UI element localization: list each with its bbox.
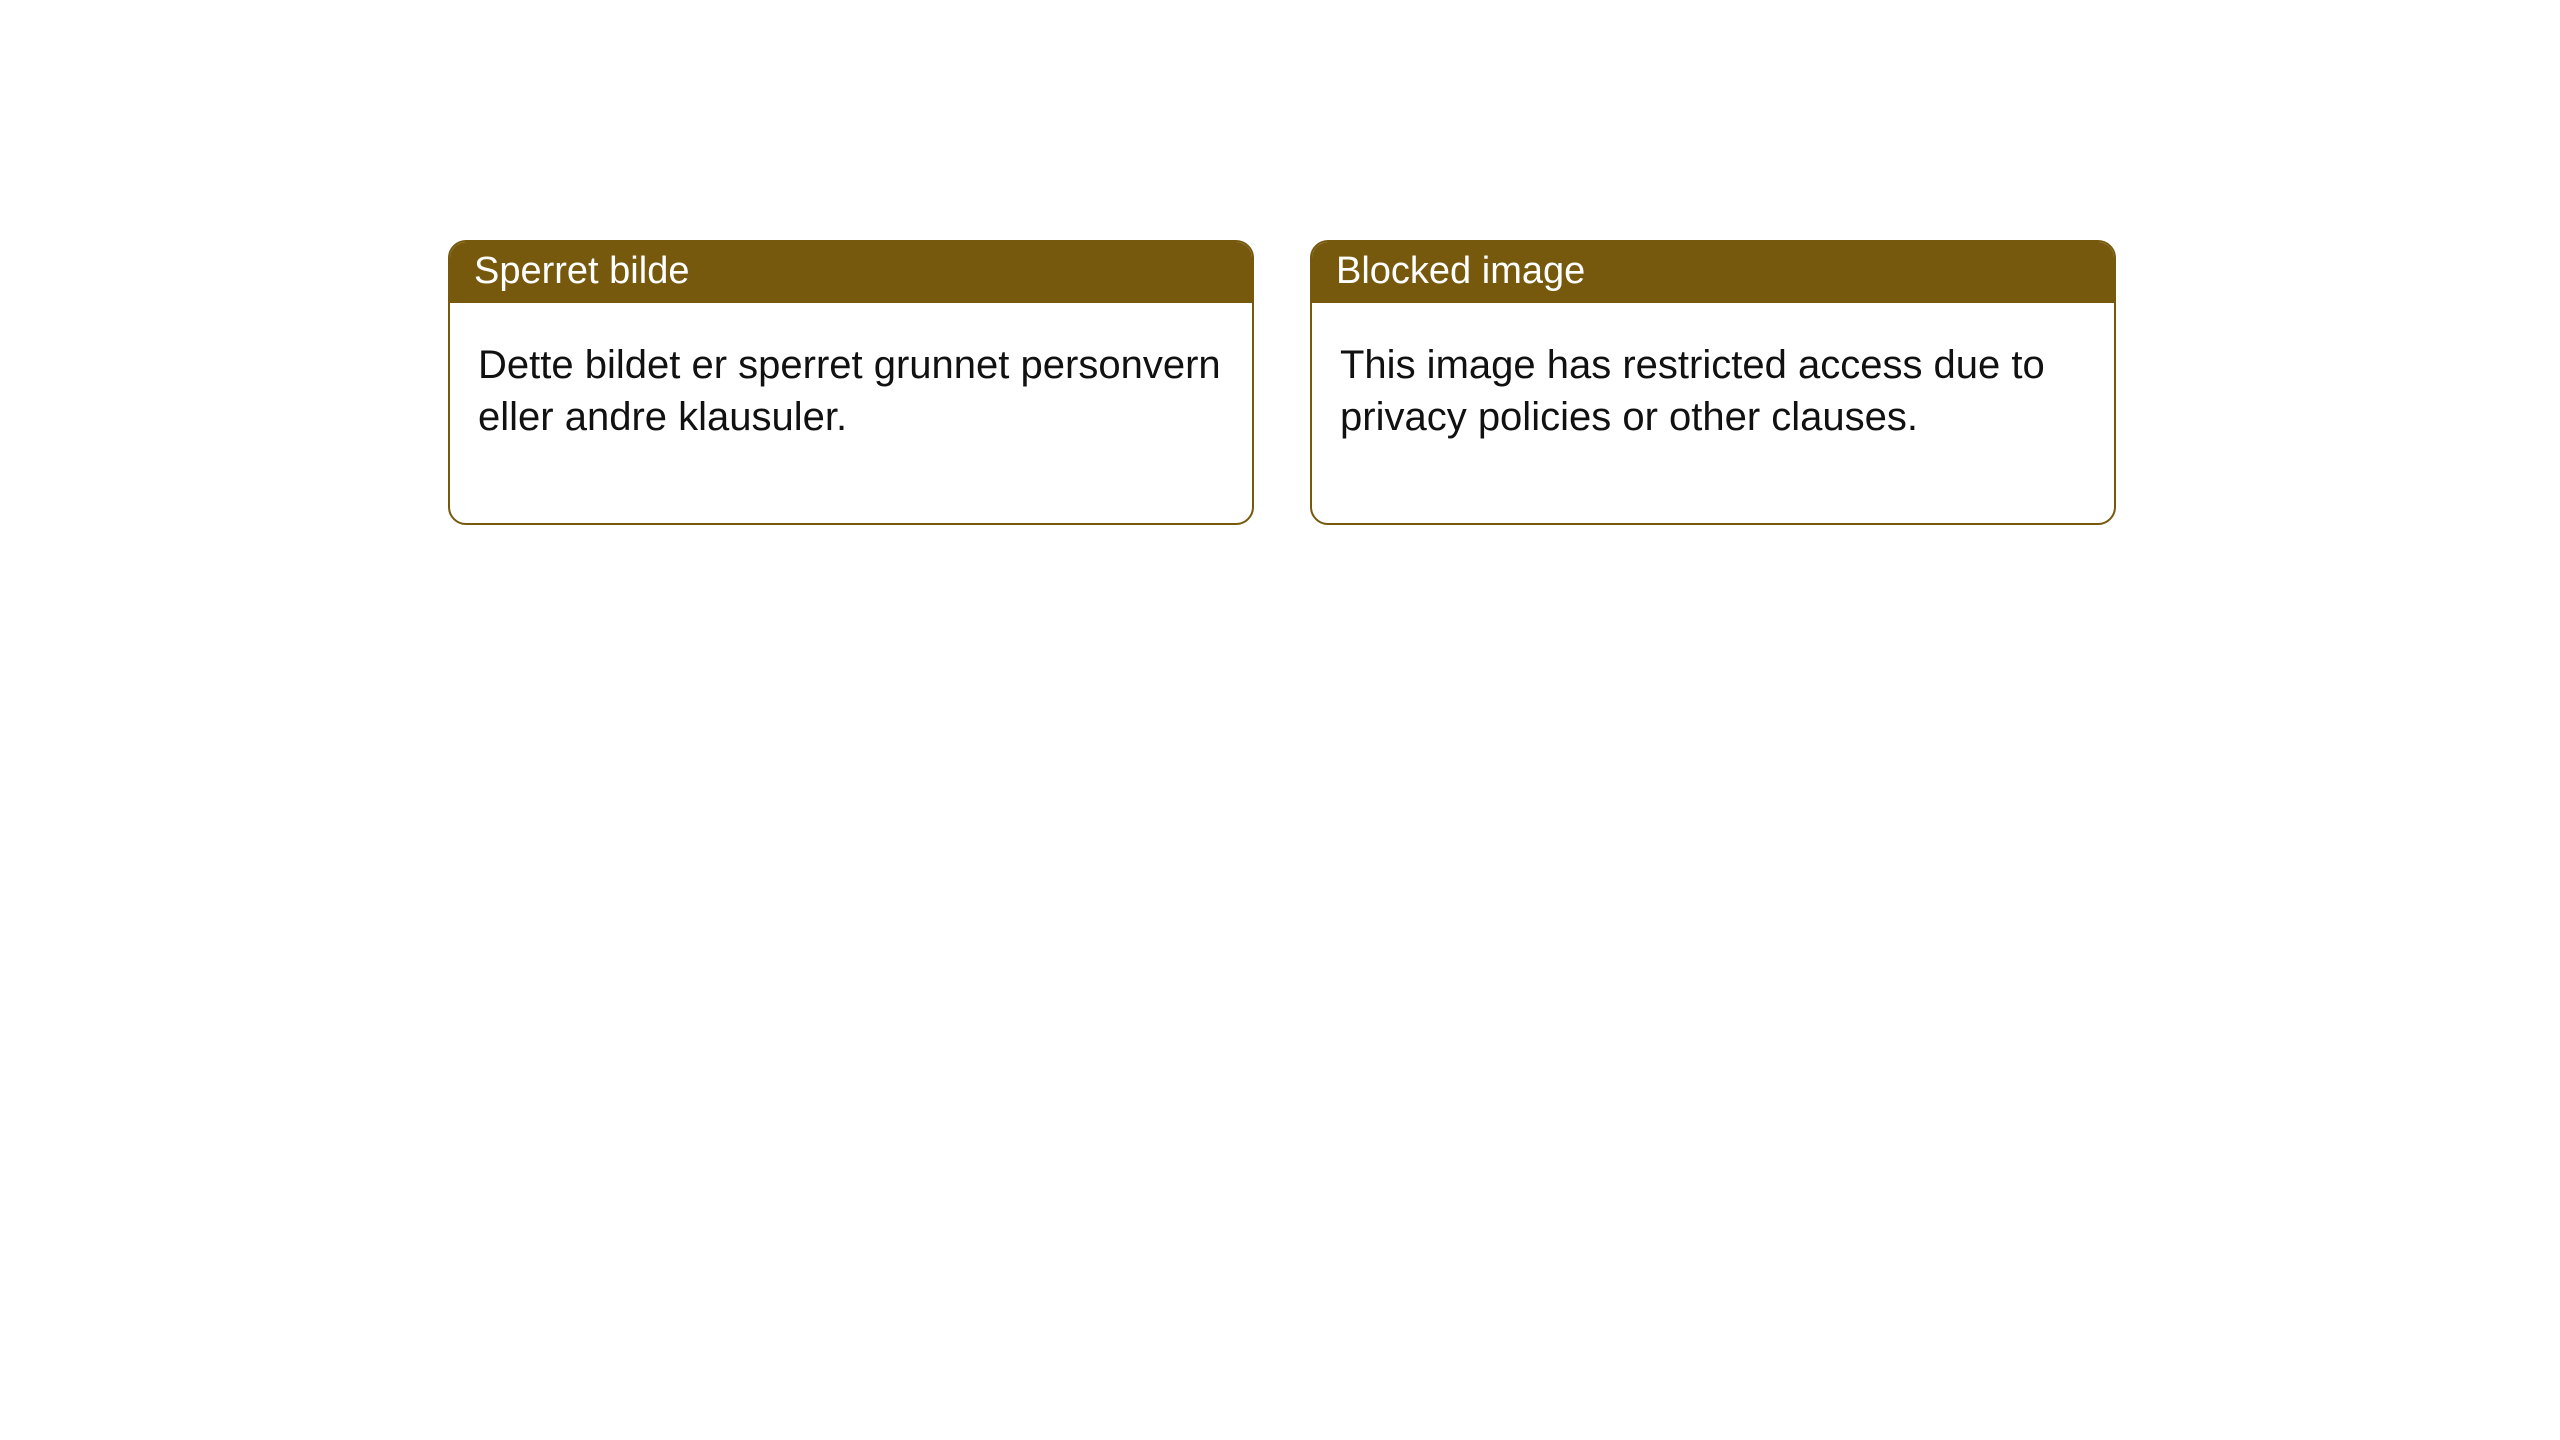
notice-box-english: Blocked image This image has restricted … (1310, 240, 2116, 525)
notice-box-norwegian: Sperret bilde Dette bildet er sperret gr… (448, 240, 1254, 525)
notice-container: Sperret bilde Dette bildet er sperret gr… (0, 0, 2560, 525)
notice-body: Dette bildet er sperret grunnet personve… (450, 303, 1252, 523)
notice-body: This image has restricted access due to … (1312, 303, 2114, 523)
notice-header: Blocked image (1312, 242, 2114, 303)
notice-header: Sperret bilde (450, 242, 1252, 303)
